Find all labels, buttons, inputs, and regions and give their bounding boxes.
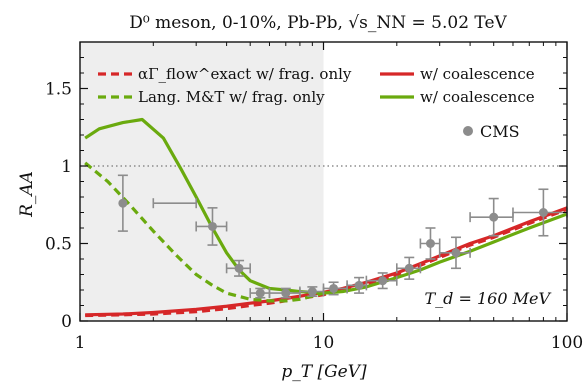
cms-marker bbox=[207, 221, 217, 231]
legend-label-4: w/ coalescence bbox=[420, 88, 535, 106]
cms-marker bbox=[354, 280, 364, 290]
chart-title: D⁰ meson, 0-10%, Pb-Pb, √s_NN = 5.02 TeV bbox=[129, 13, 507, 33]
y-tick-label: 1.5 bbox=[45, 80, 72, 100]
cms-point-4 bbox=[249, 287, 271, 299]
cms-point-10 bbox=[396, 256, 422, 280]
shaded-background bbox=[80, 42, 324, 321]
cms-marker bbox=[404, 263, 414, 273]
legend-cms-marker bbox=[463, 126, 473, 136]
y-tick-label: 0.5 bbox=[45, 235, 72, 255]
cms-point-3 bbox=[225, 259, 251, 277]
axes: 1 10 100 0 0.5 1 1.5 bbox=[45, 41, 583, 353]
legend: αΓ_flow^exact w/ frag. only Lang. M&T w/ … bbox=[98, 65, 535, 141]
cms-point-14 bbox=[512, 188, 568, 237]
legend-label-2: Lang. M&T w/ frag. only bbox=[138, 88, 325, 106]
cms-point-8 bbox=[346, 276, 368, 294]
cms-marker bbox=[425, 239, 435, 248]
x-tick-label: 100 bbox=[551, 333, 583, 353]
cms-marker bbox=[489, 212, 499, 222]
cms-marker bbox=[378, 276, 388, 286]
y-axis-label: R_AA bbox=[17, 171, 37, 218]
cms-marker bbox=[307, 287, 317, 297]
temperature-annotation: T_d = 160 MeV bbox=[424, 289, 551, 308]
cms-point-11 bbox=[419, 227, 441, 260]
legend-label-1: αΓ_flow^exact w/ frag. only bbox=[138, 65, 352, 83]
cms-marker bbox=[281, 288, 291, 298]
x-tick-label: 10 bbox=[313, 333, 335, 353]
cms-point-2 bbox=[195, 207, 228, 246]
cms-points-group bbox=[117, 174, 568, 299]
y-tick-label: 1 bbox=[61, 157, 72, 177]
series-line-4 bbox=[84, 117, 568, 295]
legend-label-3: w/ coalescence bbox=[420, 65, 535, 83]
cms-marker bbox=[329, 283, 339, 293]
cms-point-12 bbox=[438, 236, 471, 270]
cms-marker bbox=[118, 198, 128, 208]
cms-marker bbox=[451, 248, 461, 258]
cms-marker bbox=[255, 288, 265, 298]
series-line-3 bbox=[84, 161, 324, 303]
cms-marker bbox=[234, 263, 244, 273]
y-tick-label: 0 bbox=[61, 312, 72, 332]
shaded-region bbox=[80, 42, 324, 321]
x-axis-label: p_T [GeV] bbox=[281, 362, 367, 382]
cms-point-7 bbox=[322, 281, 348, 296]
cms-point-9 bbox=[365, 272, 398, 290]
x-tick-label: 1 bbox=[75, 333, 86, 353]
cms-marker bbox=[538, 208, 548, 217]
cms-point-1 bbox=[117, 174, 197, 232]
legend-cms-label: CMS bbox=[480, 122, 520, 141]
